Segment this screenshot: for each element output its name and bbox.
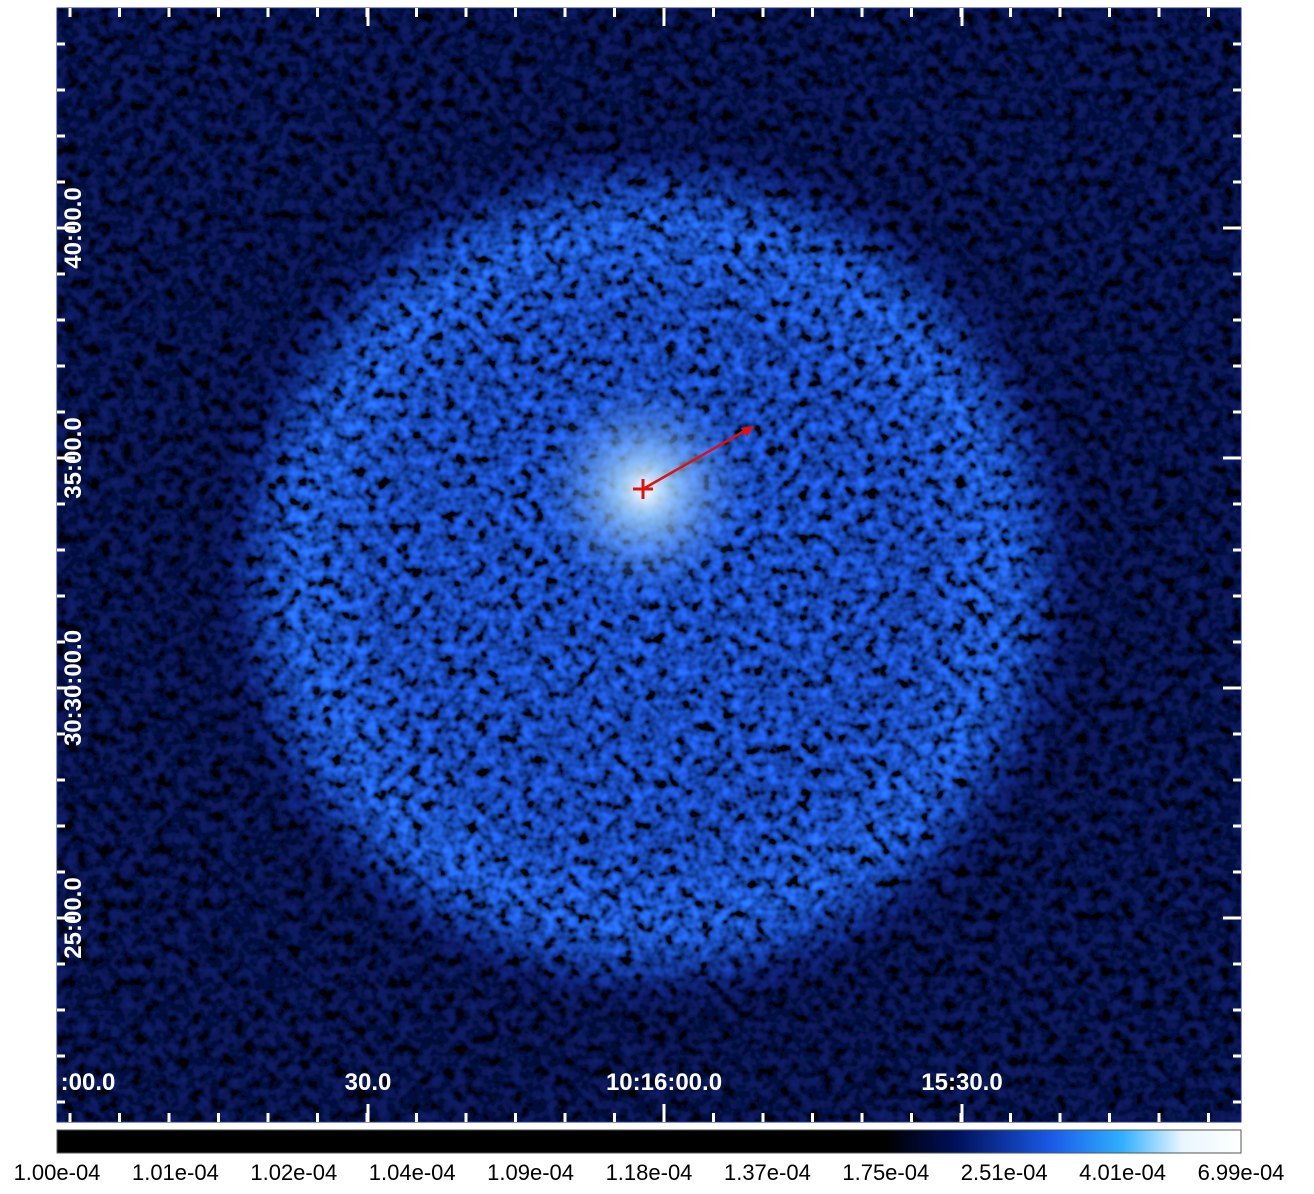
- sky-image-view: :00.0 30.0 10:16:00.0 15:30.0 40:00.0 35:00.0…: [0, 0, 1314, 1194]
- x-axis-label: 30.0: [345, 1069, 392, 1096]
- colorbar-label: 1.09e-04: [487, 1160, 574, 1185]
- colorbar: [57, 1130, 1241, 1153]
- colorbar-label: 1.18e-04: [606, 1160, 693, 1185]
- x-axis-label: 15:30.0: [921, 1069, 1002, 1096]
- x-axis-label: :00.0: [61, 1069, 116, 1096]
- x-axis-label: 10:16:00.0: [606, 1069, 722, 1096]
- colorbar-label: 4.01e-04: [1079, 1160, 1166, 1185]
- colorbar-label: 1.75e-04: [842, 1160, 929, 1185]
- colorbar-label: 1.37e-04: [724, 1160, 811, 1185]
- colorbar-label: 1.00e-04: [14, 1160, 101, 1185]
- image: [57, 8, 1241, 1122]
- y-axis-label: 40:00.0: [60, 187, 87, 268]
- y-axis-label: 30:30:00.0: [60, 630, 87, 746]
- colorbar-label: 2.51e-04: [961, 1160, 1048, 1185]
- y-axis-label: 25:00.0: [60, 877, 87, 958]
- y-axis-label: 35:00.0: [60, 417, 87, 498]
- colorbar-label: 1.01e-04: [132, 1160, 219, 1185]
- colorbar-label: 6.99e-04: [1198, 1160, 1285, 1185]
- colorbar-label: 1.02e-04: [250, 1160, 337, 1185]
- colorbar-label: 1.04e-04: [369, 1160, 456, 1185]
